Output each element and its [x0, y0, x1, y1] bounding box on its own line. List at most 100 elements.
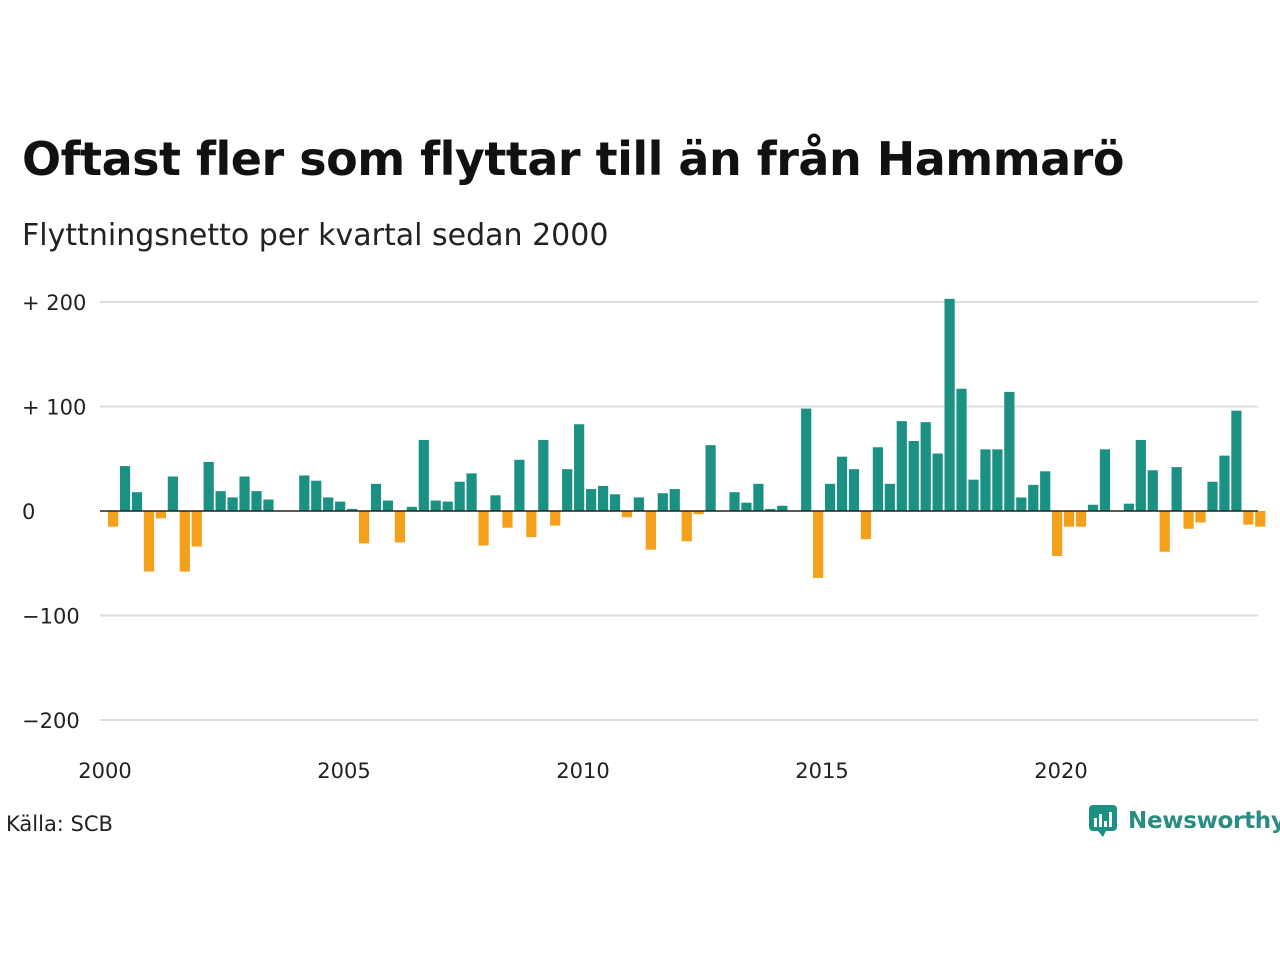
bar	[1016, 497, 1027, 511]
bar	[191, 511, 202, 547]
bar	[514, 459, 525, 511]
bar	[442, 501, 453, 511]
bar	[681, 511, 692, 542]
x-tick-label: 2005	[317, 759, 370, 783]
source-note: Källa: SCB	[6, 812, 113, 836]
bar	[335, 501, 346, 511]
y-tick-label: 0	[22, 500, 35, 524]
bar	[131, 492, 143, 511]
bar	[908, 440, 919, 511]
bar	[705, 445, 716, 511]
bar	[956, 388, 967, 511]
bar	[1171, 467, 1182, 511]
bar	[825, 483, 836, 511]
bar	[920, 422, 931, 511]
bar	[1052, 511, 1063, 556]
bar	[633, 497, 644, 511]
bar	[586, 489, 597, 511]
bar	[884, 483, 895, 511]
bar	[992, 449, 1003, 511]
y-tick-label: −100	[22, 605, 80, 629]
bar	[526, 511, 537, 538]
bar	[860, 511, 872, 540]
bar	[1135, 439, 1146, 511]
y-tick-label: −200	[22, 709, 80, 733]
bar	[932, 453, 943, 511]
bar	[1255, 511, 1266, 527]
bar	[382, 500, 394, 511]
bar	[1147, 470, 1158, 511]
bar	[1087, 504, 1099, 511]
bar	[1231, 410, 1242, 511]
bar	[872, 447, 883, 511]
bar	[167, 476, 178, 511]
bar	[478, 511, 489, 546]
bar	[179, 511, 190, 572]
bar	[227, 497, 238, 511]
bar	[765, 508, 776, 511]
bar	[609, 494, 621, 511]
bar	[406, 506, 417, 511]
bar	[418, 439, 429, 511]
bar	[753, 483, 764, 511]
brand-logo: Newsworthy	[1088, 804, 1280, 838]
bar	[621, 511, 633, 518]
bar	[143, 511, 155, 572]
bar	[574, 424, 585, 511]
bar	[813, 511, 824, 578]
bar	[836, 456, 848, 511]
bar	[741, 502, 752, 511]
x-tick-label: 2020	[1034, 759, 1087, 783]
bar	[777, 505, 788, 511]
bar	[597, 485, 609, 511]
newsworthy-logo-icon	[1089, 805, 1117, 837]
bars	[108, 298, 1266, 578]
bar	[1123, 503, 1134, 511]
bar	[1064, 511, 1075, 527]
bar	[968, 479, 979, 511]
bar	[1159, 511, 1170, 552]
bar	[801, 408, 812, 511]
bar	[490, 495, 501, 511]
bar	[657, 493, 668, 511]
x-tick-label: 2010	[556, 759, 609, 783]
y-tick-label: + 200	[22, 291, 86, 315]
bar	[538, 439, 549, 511]
x-tick-label: 2000	[78, 759, 131, 783]
bar	[645, 511, 656, 550]
x-tick-label: 2015	[795, 759, 848, 783]
bar	[550, 511, 561, 526]
bar	[358, 511, 370, 544]
bar	[299, 475, 310, 511]
bar	[1183, 511, 1194, 529]
bar	[323, 497, 334, 511]
bar	[394, 511, 405, 543]
bar	[1219, 455, 1230, 511]
x-axis-ticks: 2000 2005 2010 2015 2020	[78, 759, 1087, 783]
grid-lines	[100, 301, 1258, 721]
bar	[1195, 511, 1206, 523]
bar	[119, 466, 131, 511]
bar	[311, 480, 322, 511]
bar	[1075, 511, 1087, 527]
bar	[562, 469, 573, 511]
bar	[263, 499, 274, 511]
bar	[729, 492, 740, 511]
chart-title: Oftast fler som flyttar till än från Ham…	[22, 132, 1124, 186]
bar	[215, 491, 226, 511]
bar	[944, 298, 955, 511]
bar	[347, 508, 358, 511]
bar	[108, 511, 119, 527]
bar	[454, 481, 465, 511]
y-axis-ticks: + 200 + 100 0 −100 −200	[22, 291, 86, 733]
bar	[1028, 484, 1039, 512]
bar	[203, 461, 214, 511]
bar	[239, 476, 250, 511]
bar	[1207, 481, 1218, 511]
bar	[669, 489, 680, 511]
chart-subtitle: Flyttningsnetto per kvartal sedan 2000	[22, 218, 609, 253]
bar	[1099, 449, 1111, 511]
bar	[1243, 511, 1254, 525]
brand-name: Newsworthy	[1128, 808, 1280, 834]
